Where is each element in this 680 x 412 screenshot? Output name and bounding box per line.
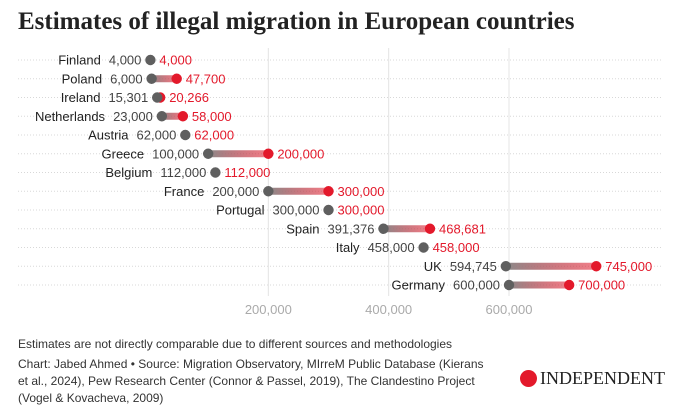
low-value-label: 100,000: [152, 146, 199, 161]
high-estimate-dot: [263, 148, 274, 159]
x-tick-label: 400,000: [365, 302, 412, 317]
high-value-label: 300,000: [338, 184, 385, 199]
low-estimate-dot: [503, 279, 515, 291]
low-value-label: 6,000: [110, 71, 143, 86]
row-portugal: 300,000 Portugal 300,000: [216, 203, 384, 218]
row-netherlands: 23,000 Netherlands 58,000: [35, 109, 232, 124]
high-value-label: 700,000: [578, 278, 625, 293]
high-estimate-dot: [563, 279, 575, 291]
low-estimate-dot: [500, 261, 512, 272]
country-label: Greece: [102, 146, 145, 161]
country-label: Austria: [88, 128, 129, 143]
low-value-label: 458,000: [368, 240, 415, 255]
row-belgium: 112,000 Belgium 112,000: [105, 165, 270, 180]
country-label: Netherlands: [35, 109, 106, 124]
row-finland: 4,000 Finland 4,000: [58, 53, 192, 68]
low-estimate-dot: [323, 204, 334, 216]
low-value-label: 62,000: [137, 128, 177, 143]
dumbbell-chart: 200,000 400,000 600,000 4,000 Finland 4,000 6,…: [18, 48, 662, 317]
low-value-label: 300,000: [273, 203, 320, 218]
low-estimate-dot: [263, 186, 274, 197]
high-value-label: 62,000: [194, 128, 234, 143]
country-label: Spain: [286, 221, 319, 236]
low-estimate-dot: [180, 129, 191, 141]
low-value-label: 112,000: [160, 165, 206, 180]
low-estimate-dot: [210, 167, 221, 178]
row-spain: 391,376 Spain 468,681: [286, 221, 486, 236]
low-estimate-dot: [156, 111, 168, 122]
low-estimate-dot: [152, 92, 163, 103]
country-label: Italy: [336, 240, 360, 255]
connector-bar: [509, 281, 570, 289]
country-label: Germany: [392, 278, 446, 293]
high-value-label: 112,000: [224, 165, 270, 180]
connector-bar: [505, 262, 597, 270]
high-estimate-dot: [171, 73, 182, 84]
low-value-label: 15,301: [108, 90, 148, 105]
eagle-icon: [520, 370, 537, 387]
row-uk: 594,745 UK 745,000: [424, 259, 652, 274]
high-value-label: 200,000: [277, 146, 324, 161]
low-value-label: 600,000: [453, 278, 500, 293]
connector-bar: [268, 187, 329, 195]
source-credit: Chart: Jabed Ahmed • Source: Migration O…: [18, 357, 484, 405]
low-value-label: 200,000: [212, 184, 259, 199]
country-label: Ireland: [61, 90, 101, 105]
high-value-label: 745,000: [605, 259, 652, 274]
high-value-label: 20,266: [169, 90, 209, 105]
row-austria: 62,000 Austria 62,000: [88, 128, 234, 143]
low-estimate-dot: [146, 73, 157, 84]
connector-bar: [151, 75, 177, 83]
row-ireland: 15,301 Ireland 20,266: [61, 90, 209, 105]
country-label: Belgium: [105, 165, 152, 180]
row-france: 200,000 France 300,000: [164, 184, 385, 199]
connector-bar: [161, 112, 183, 120]
low-estimate-dot: [378, 223, 389, 234]
footnote: Estimates are not directly comparable du…: [18, 337, 453, 351]
low-value-label: 23,000: [113, 109, 153, 124]
low-estimate-dot: [145, 54, 156, 66]
high-estimate-dot: [424, 223, 436, 234]
low-estimate-dot: [202, 148, 214, 159]
low-estimate-dot: [418, 242, 429, 253]
high-value-label: 58,000: [192, 109, 232, 124]
row-italy: 458,000 Italy 458,000: [336, 240, 480, 255]
low-value-label: 4,000: [109, 53, 142, 68]
independent-logo: INDEPENDENT: [520, 368, 665, 389]
high-value-label: 468,681: [439, 221, 486, 236]
country-label: UK: [424, 259, 442, 274]
high-value-label: 4,000: [159, 53, 192, 68]
country-label: Portugal: [216, 203, 265, 218]
high-estimate-dot: [177, 111, 189, 122]
x-tick-label: 200,000: [245, 302, 292, 317]
country-label: France: [164, 184, 204, 199]
row-germany: 600,000 Germany 700,000: [392, 278, 626, 293]
high-value-label: 458,000: [433, 240, 480, 255]
high-estimate-dot: [591, 261, 602, 272]
row-poland: 6,000 Poland 47,700: [62, 71, 226, 86]
low-value-label: 594,745: [450, 259, 497, 274]
connector-bar: [208, 150, 269, 158]
low-value-label: 391,376: [327, 221, 374, 236]
high-value-label: 300,000: [338, 203, 385, 218]
high-value-label: 47,700: [186, 71, 226, 86]
row-greece: 100,000 Greece 200,000: [102, 146, 325, 161]
high-estimate-dot: [323, 186, 334, 197]
logo-text: INDEPENDENT: [540, 368, 665, 388]
country-label: Poland: [62, 71, 102, 86]
chart-title: Estimates of illegal migration in Europe…: [18, 8, 575, 35]
x-tick-label: 600,000: [486, 302, 533, 317]
country-label: Finland: [58, 53, 101, 68]
connector-bar: [383, 225, 430, 233]
